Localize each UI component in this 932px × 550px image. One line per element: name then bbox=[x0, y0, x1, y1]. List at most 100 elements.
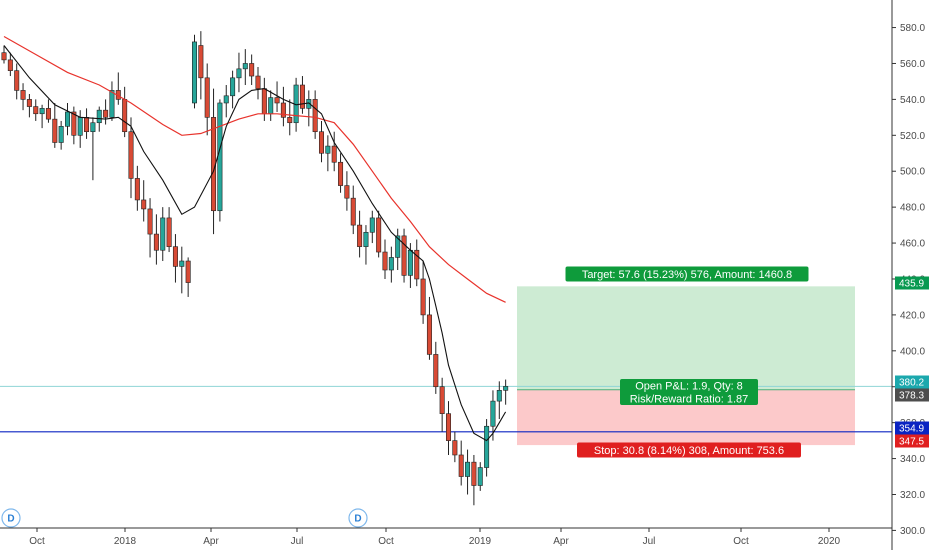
candle[interactable] bbox=[287, 99, 293, 136]
candle[interactable] bbox=[134, 165, 140, 211]
candle[interactable] bbox=[14, 63, 20, 100]
candle[interactable] bbox=[230, 70, 236, 109]
dividend-marker[interactable]: D bbox=[1, 508, 21, 528]
candle[interactable] bbox=[331, 131, 337, 172]
candle[interactable] bbox=[217, 99, 223, 222]
candle[interactable] bbox=[20, 83, 26, 111]
candle[interactable] bbox=[147, 198, 153, 258]
candle[interactable] bbox=[153, 214, 159, 265]
candle[interactable] bbox=[211, 88, 217, 235]
candle[interactable] bbox=[452, 431, 458, 463]
candle[interactable] bbox=[338, 153, 344, 193]
candle[interactable] bbox=[160, 207, 166, 262]
candle[interactable] bbox=[376, 210, 382, 258]
candle-body bbox=[331, 145, 337, 163]
candle[interactable] bbox=[109, 81, 115, 121]
candle[interactable] bbox=[39, 104, 45, 129]
time-axis[interactable]: Oct 2018 Apr Jul Oct 2019 Apr Jul Oct 2020 bbox=[29, 528, 841, 547]
price-tick-label: 540.0 bbox=[900, 95, 925, 106]
candle-body bbox=[223, 95, 229, 104]
candle[interactable] bbox=[344, 171, 350, 211]
candle[interactable] bbox=[484, 419, 490, 477]
price-badge: 435.9 bbox=[895, 276, 929, 290]
candle[interactable] bbox=[388, 246, 394, 283]
candle[interactable] bbox=[236, 52, 242, 93]
candle[interactable] bbox=[503, 379, 509, 405]
candle[interactable] bbox=[115, 72, 121, 105]
candle-body bbox=[388, 257, 394, 271]
candle[interactable] bbox=[26, 94, 32, 118]
candle[interactable] bbox=[223, 85, 229, 118]
candle[interactable] bbox=[395, 228, 401, 270]
candle[interactable] bbox=[325, 135, 331, 172]
candle[interactable] bbox=[255, 67, 261, 100]
candle[interactable] bbox=[318, 120, 324, 163]
candle[interactable] bbox=[433, 341, 439, 394]
dividend-marker[interactable]: D bbox=[348, 508, 368, 528]
candle[interactable] bbox=[172, 234, 178, 283]
candle[interactable] bbox=[242, 49, 248, 86]
candle-body bbox=[192, 41, 198, 104]
candle[interactable] bbox=[141, 180, 147, 222]
candle[interactable] bbox=[363, 225, 369, 265]
candle[interactable] bbox=[249, 54, 255, 86]
candle[interactable] bbox=[439, 377, 445, 432]
candle[interactable] bbox=[280, 86, 286, 127]
candle-body bbox=[71, 111, 77, 136]
candle[interactable] bbox=[426, 296, 432, 360]
candle-body bbox=[401, 235, 407, 276]
candle[interactable] bbox=[58, 120, 64, 150]
candle[interactable] bbox=[90, 117, 96, 181]
candle[interactable] bbox=[192, 34, 198, 109]
candle[interactable] bbox=[477, 462, 483, 491]
candle[interactable] bbox=[312, 90, 318, 139]
candle[interactable] bbox=[382, 239, 388, 279]
candle-body bbox=[414, 249, 420, 280]
price-tick-label: 520.0 bbox=[900, 131, 925, 142]
dividend-marker-label: D bbox=[354, 514, 361, 525]
candle[interactable] bbox=[369, 210, 375, 244]
candle[interactable] bbox=[465, 449, 471, 495]
time-tick-label: 2020 bbox=[818, 536, 841, 547]
candle[interactable] bbox=[458, 440, 464, 486]
candle[interactable] bbox=[490, 390, 496, 441]
candle[interactable] bbox=[179, 246, 185, 294]
candle[interactable] bbox=[274, 81, 280, 112]
candle[interactable] bbox=[65, 102, 71, 136]
candle[interactable] bbox=[45, 99, 51, 123]
candle[interactable] bbox=[103, 99, 109, 125]
candle[interactable] bbox=[122, 86, 128, 138]
candle[interactable] bbox=[357, 210, 363, 258]
candle[interactable] bbox=[128, 117, 134, 199]
candle[interactable] bbox=[445, 401, 451, 455]
candle[interactable] bbox=[496, 381, 502, 420]
candle[interactable] bbox=[261, 77, 267, 121]
candle[interactable] bbox=[52, 102, 58, 148]
candle[interactable] bbox=[471, 454, 477, 506]
candle-body bbox=[33, 106, 39, 115]
sma-short-line bbox=[3, 45, 507, 442]
candle[interactable] bbox=[414, 239, 420, 287]
candle[interactable] bbox=[84, 108, 90, 139]
candle[interactable] bbox=[198, 31, 204, 100]
candle[interactable] bbox=[33, 99, 39, 121]
candle[interactable] bbox=[77, 110, 83, 148]
candle[interactable] bbox=[185, 257, 191, 297]
candle[interactable] bbox=[204, 63, 210, 136]
candle[interactable] bbox=[401, 228, 407, 283]
profit-zone[interactable] bbox=[517, 286, 855, 390]
dividend-marker-circle bbox=[348, 508, 368, 528]
candle[interactable] bbox=[166, 207, 172, 253]
candle[interactable] bbox=[1, 45, 7, 64]
candle[interactable] bbox=[71, 106, 77, 145]
candle-body bbox=[490, 400, 496, 427]
candle[interactable] bbox=[268, 90, 274, 121]
candle[interactable] bbox=[306, 90, 312, 127]
candle[interactable] bbox=[420, 261, 426, 324]
price-labels: 435.9 380.2 378.3 354.9 347.5 bbox=[895, 276, 929, 448]
candle-body bbox=[458, 454, 464, 477]
candle[interactable] bbox=[350, 185, 356, 235]
candle[interactable] bbox=[299, 76, 305, 114]
candle[interactable] bbox=[7, 52, 13, 77]
